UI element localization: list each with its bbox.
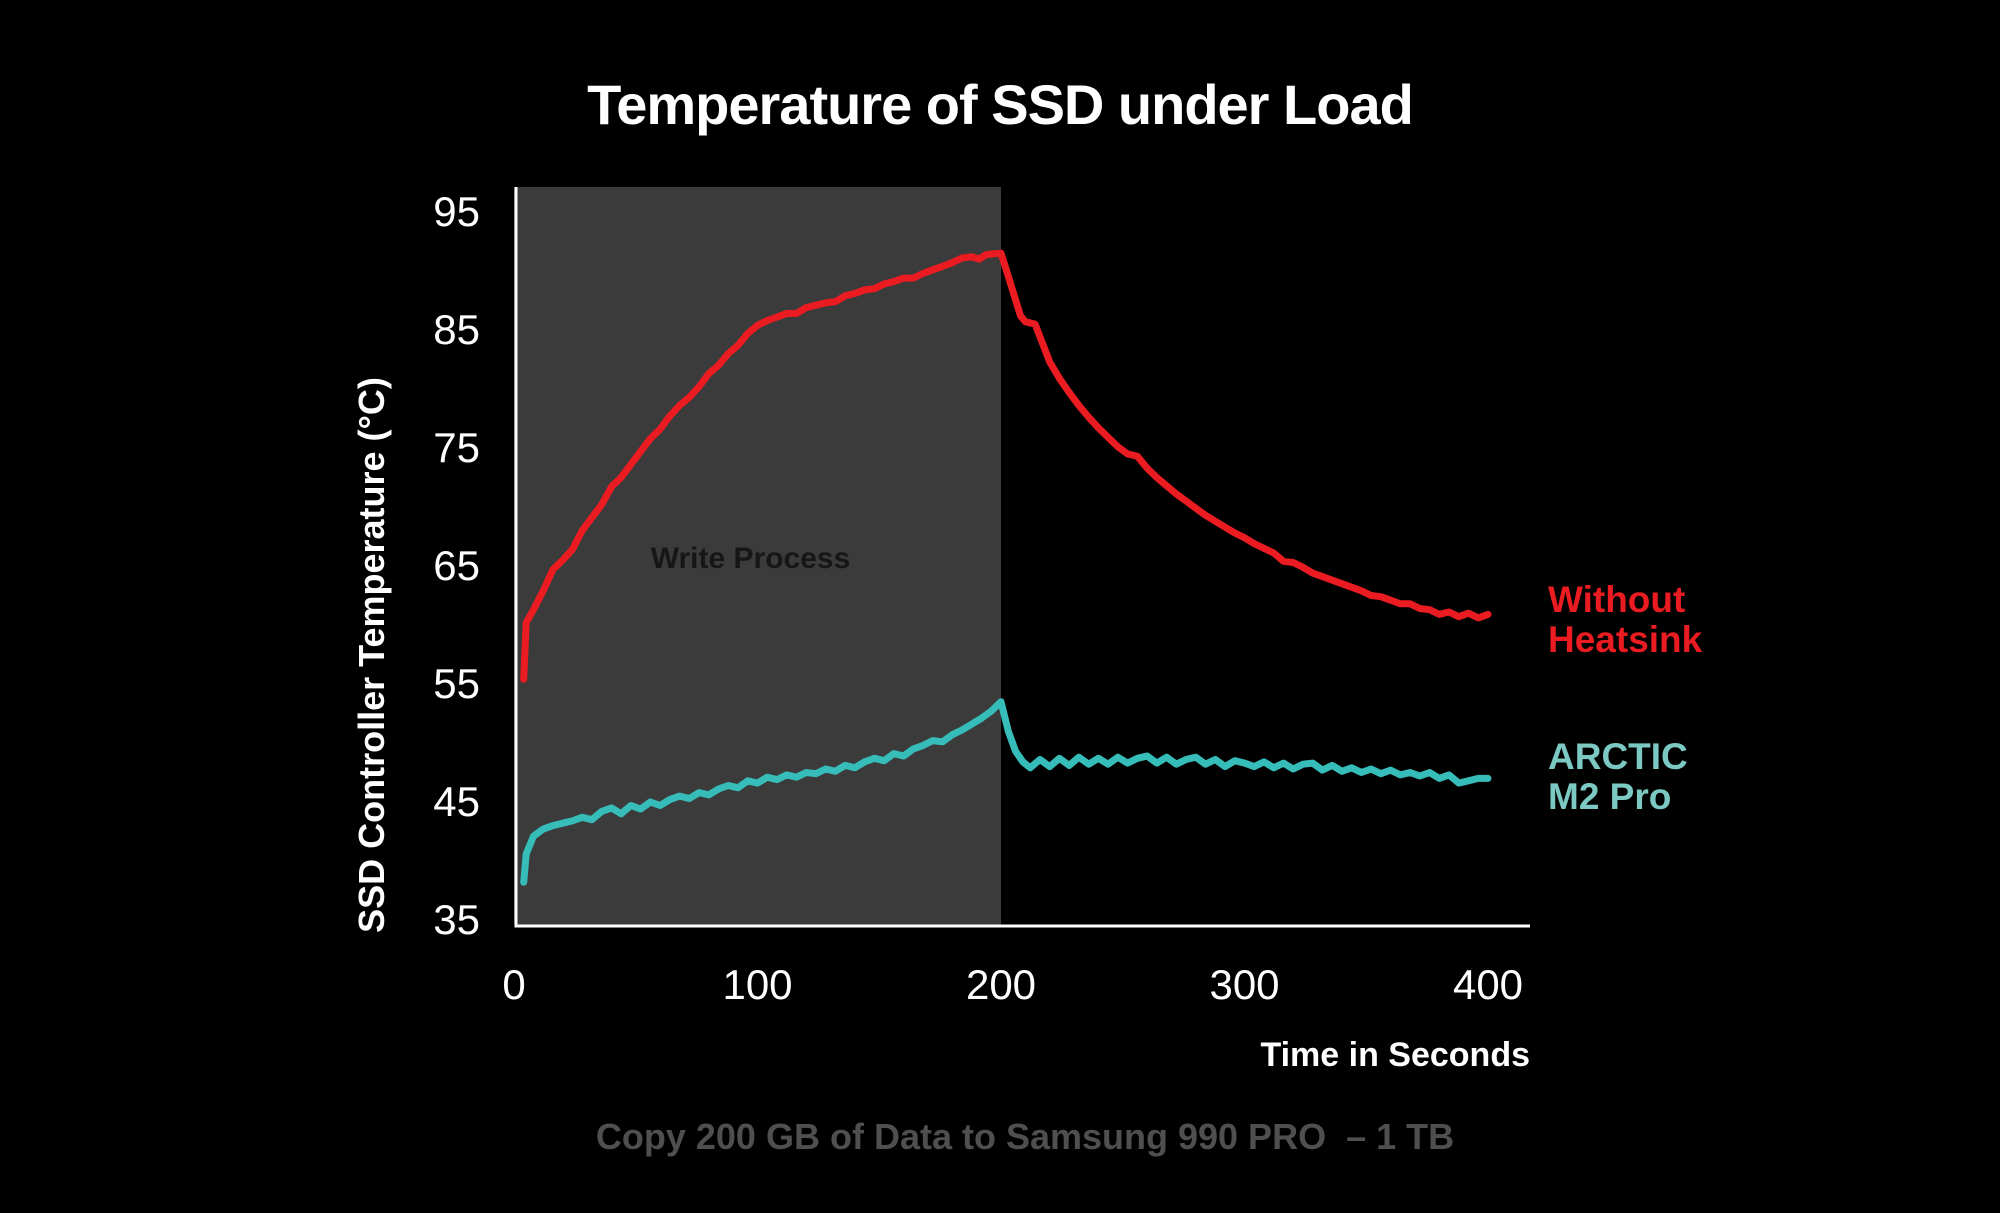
legend-arctic-m2-pro-line1: ARCTIC [1548, 736, 1688, 777]
y-tick-label-55: 55 [433, 660, 480, 707]
series-line-without-heatsink [520, 249, 1492, 683]
series-line-arctic-m2-pro [520, 698, 1492, 886]
y-tick-label-95: 95 [433, 188, 480, 235]
x-tick-label-100: 100 [722, 961, 793, 1008]
x-axis-title: Time in Seconds [1260, 1036, 1530, 1074]
y-tick-label-75: 75 [433, 424, 480, 471]
y-tick-label-35: 35 [433, 896, 480, 943]
x-tick-label-300: 300 [1209, 961, 1280, 1008]
caption: Copy 200 GB of Data to Samsung 990 PRO –… [595, 1116, 1455, 1157]
legend-without-heatsink: Without Heatsink [1548, 580, 1702, 660]
x-tick-label-0: 0 [502, 961, 526, 1008]
y-tick-label-45: 45 [433, 778, 480, 825]
legend-without-heatsink-line2: Heatsink [1548, 619, 1703, 660]
write-process-annotation: Write Process [650, 542, 851, 575]
x-tick-label-200: 200 [965, 961, 1037, 1008]
x-tick-label-400: 400 [1452, 961, 1524, 1008]
chart-title: Temperature of SSD under Load [587, 73, 1414, 136]
write-process-shaded-region [514, 187, 1001, 925]
legend-arctic-m2-pro: ARCTIC M2 Pro [1548, 737, 1688, 817]
y-tick-label-65: 65 [433, 542, 480, 589]
write-process-band [514, 187, 1001, 925]
series-layer [520, 249, 1492, 886]
y-tick-label-85: 85 [433, 306, 480, 353]
legend-without-heatsink-line1: Without [1548, 579, 1686, 620]
legend-arctic-m2-pro-line2: M2 Pro [1548, 776, 1672, 817]
